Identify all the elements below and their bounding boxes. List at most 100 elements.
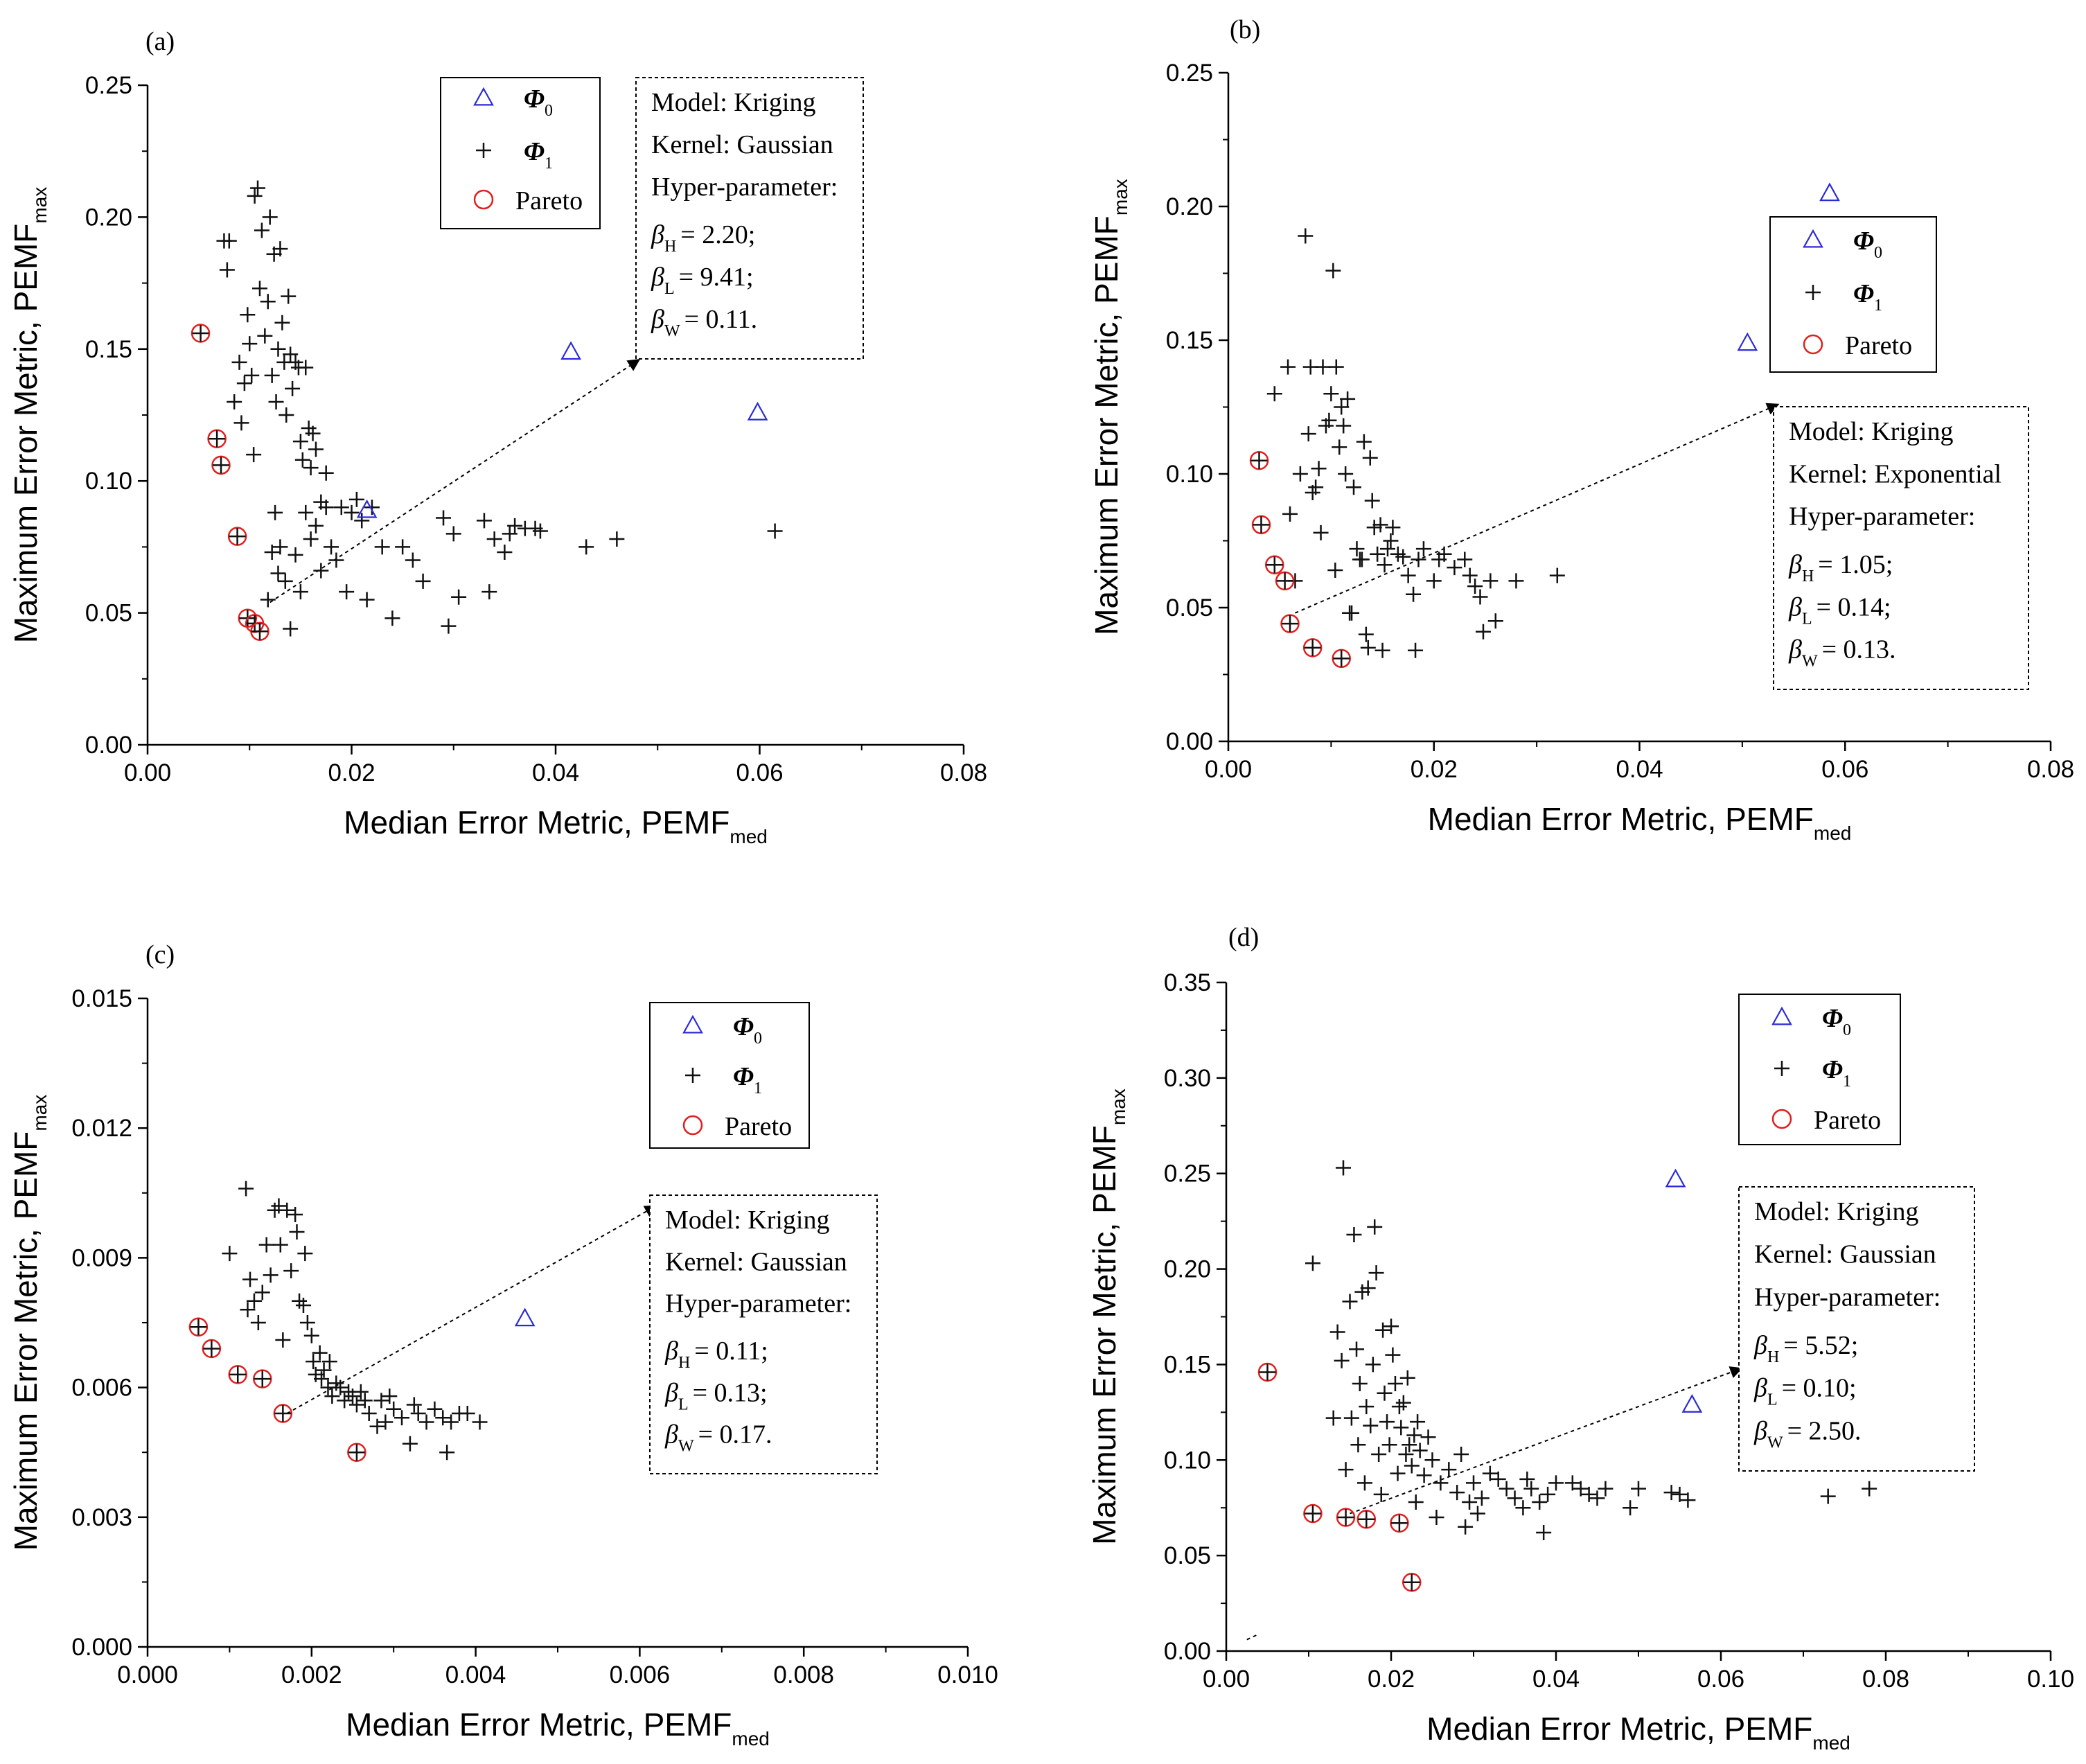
model-annotation: Model: Kriging Kernel: Gaussian Hyper-para… bbox=[649, 1194, 878, 1474]
x-axis-title-sub: med bbox=[1812, 1732, 1850, 1754]
y-tick-label: 0.000 bbox=[71, 1634, 132, 1661]
phi1-point bbox=[270, 565, 286, 581]
chart-panel-c: (c) 0.000 0.002 0.004 0.006 0.008 0.010 0.000 0.… bbox=[8, 940, 998, 1749]
legend-phi1-sub: 1 bbox=[545, 155, 553, 173]
annotation-kernel: Kernel: Gaussian bbox=[665, 1247, 847, 1276]
x-tick-label: 0.04 bbox=[1532, 1666, 1580, 1693]
phi1-point bbox=[1325, 1410, 1341, 1426]
phi1-point bbox=[1406, 1427, 1422, 1443]
phi1-point bbox=[1356, 434, 1372, 450]
phi1-point bbox=[1356, 1475, 1372, 1491]
phi1-point bbox=[264, 545, 280, 561]
phi1-point bbox=[1375, 642, 1390, 658]
phi1-point bbox=[240, 307, 256, 323]
pareto-point-plus bbox=[1276, 572, 1293, 590]
phi1-point bbox=[1334, 1352, 1350, 1368]
y-tick-label: 0.15 bbox=[1166, 327, 1213, 354]
y-tick-label: 0.25 bbox=[1164, 1161, 1211, 1188]
phi1-point bbox=[435, 1410, 451, 1426]
phi1-point bbox=[1321, 412, 1337, 428]
beta-value: = 0.10; bbox=[1782, 1374, 1857, 1403]
annotation-kernel: Kernel: Gaussian bbox=[651, 130, 833, 159]
x-tick-label: 0.008 bbox=[773, 1661, 834, 1688]
phi1-point bbox=[1383, 533, 1399, 549]
y-axis-title: Maximum Error Metric, PEMFmax bbox=[1088, 179, 1131, 635]
panel-label: (b) bbox=[1230, 15, 1260, 44]
x-tick-label: 0.004 bbox=[445, 1661, 506, 1688]
phi1-point bbox=[1367, 1219, 1383, 1235]
beta-sub: W bbox=[1802, 653, 1818, 671]
legend-phi1-symbol bbox=[685, 1068, 700, 1083]
phi1-point bbox=[1447, 560, 1462, 576]
phi1-point bbox=[222, 1246, 238, 1262]
phi1-point bbox=[1467, 579, 1483, 594]
phi1-point bbox=[313, 563, 329, 579]
phi1-point bbox=[250, 180, 266, 196]
beta-symbol: β bbox=[1753, 1331, 1767, 1360]
legend-phi0-symbol-text: Φ bbox=[1853, 227, 1874, 256]
pareto-point-plus bbox=[348, 1444, 365, 1461]
phi1-point bbox=[1672, 1486, 1688, 1502]
x-tick-label: 0.02 bbox=[328, 759, 375, 786]
annotation-beta-w: βW = 2.50. bbox=[1753, 1416, 1862, 1452]
phi1-point bbox=[1364, 493, 1380, 509]
phi1-point bbox=[1581, 1486, 1597, 1502]
phi1-point bbox=[445, 526, 461, 542]
annotation-model: Model: Kriging bbox=[665, 1206, 829, 1235]
phi1-point bbox=[288, 1207, 303, 1222]
phi1-point bbox=[260, 592, 276, 608]
annotation-kernel: Kernel: Exponential bbox=[1789, 459, 2001, 488]
y-axis-title-main: Maximum Error Metric, PEMF bbox=[8, 1131, 44, 1551]
legend-phi1-label: Φ1 bbox=[733, 1062, 762, 1097]
phi1-point bbox=[264, 367, 280, 383]
phi1-point bbox=[345, 1388, 360, 1404]
beta-sub: W bbox=[1767, 1434, 1783, 1452]
pareto-point-plus bbox=[1390, 1515, 1408, 1532]
beta-sub: W bbox=[664, 322, 680, 340]
phi1-point bbox=[1342, 1294, 1358, 1309]
phi1-point bbox=[1387, 1376, 1403, 1391]
phi1-point bbox=[1385, 520, 1401, 536]
x-tick-label: 0.00 bbox=[1203, 1666, 1250, 1693]
phi1-point bbox=[240, 1302, 256, 1318]
beta-sub: L bbox=[664, 280, 675, 298]
y-tick-label: 0.30 bbox=[1164, 1065, 1211, 1092]
phi1-point bbox=[292, 434, 308, 450]
phi1-point bbox=[271, 1198, 287, 1214]
phi1-point bbox=[295, 1298, 311, 1314]
phi1-point bbox=[306, 1354, 321, 1370]
phi1-point bbox=[354, 513, 370, 529]
phi1-point bbox=[303, 460, 319, 476]
phi1-point bbox=[427, 1401, 443, 1417]
phi1-point bbox=[281, 288, 297, 304]
annotation-beta-l: βL = 0.13; bbox=[664, 1378, 768, 1413]
pareto-point bbox=[1332, 649, 1351, 669]
phi1-point bbox=[1384, 1318, 1399, 1334]
pareto-point-plus bbox=[1337, 1509, 1354, 1526]
beta-symbol: β bbox=[651, 220, 664, 249]
pareto-point bbox=[273, 1404, 293, 1423]
phi1-point bbox=[1340, 391, 1356, 407]
x-axis-title: Median Error Metric, PEMFmed bbox=[344, 804, 768, 847]
phi1-point bbox=[1482, 1465, 1498, 1481]
phi1-point bbox=[1402, 1437, 1417, 1453]
y-axis-title: Maximum Error Metric, PEMFmax bbox=[8, 1095, 51, 1551]
phi1-point bbox=[333, 500, 349, 515]
legend-pareto-symbol bbox=[682, 1115, 703, 1136]
phi1-point bbox=[1820, 1488, 1836, 1504]
y-tick-label: 0.003 bbox=[71, 1504, 132, 1531]
phi1-point bbox=[260, 294, 276, 310]
annotation-hyper: Hyper-parameter: bbox=[1754, 1282, 1941, 1312]
phi1-point bbox=[294, 452, 310, 468]
y-tick-label: 0.10 bbox=[85, 468, 132, 495]
phi1-point bbox=[378, 1414, 394, 1430]
phi1-point bbox=[1540, 1486, 1556, 1502]
phi1-point bbox=[285, 380, 301, 396]
pareto-point bbox=[202, 1339, 222, 1359]
phi1-point bbox=[1377, 557, 1393, 573]
phi1-point bbox=[1862, 1481, 1877, 1497]
beta-sub: H bbox=[1802, 567, 1814, 585]
y-tick-label: 0.20 bbox=[1166, 193, 1213, 220]
phi1-point bbox=[1623, 1500, 1638, 1516]
